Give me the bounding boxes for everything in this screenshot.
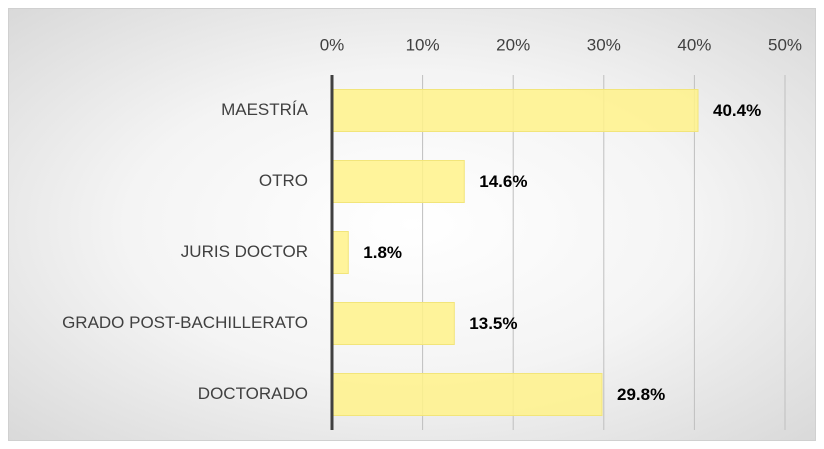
- x-tick-label: 30%: [587, 35, 621, 54]
- bar: [331, 231, 349, 274]
- bar: [331, 302, 455, 345]
- x-tick-label: 50%: [768, 35, 802, 54]
- x-tick-label: 40%: [677, 35, 711, 54]
- data-label: 1.8%: [363, 243, 402, 262]
- bar: [331, 89, 699, 132]
- y-tick-label: JURIS DOCTOR: [181, 242, 308, 261]
- y-tick-label: GRADO POST-BACHILLERATO: [62, 313, 308, 332]
- x-tick-label: 10%: [406, 35, 440, 54]
- bar: [331, 160, 465, 203]
- bar: [331, 373, 603, 416]
- x-tick-label: 20%: [496, 35, 530, 54]
- y-tick-label: MAESTRÍA: [221, 100, 309, 119]
- data-label: 14.6%: [479, 172, 527, 191]
- y-tick-label: DOCTORADO: [198, 384, 308, 403]
- data-label: 40.4%: [713, 101, 761, 120]
- data-label: 29.8%: [617, 385, 665, 404]
- data-label: 13.5%: [469, 314, 517, 333]
- x-tick-label: 0%: [320, 35, 345, 54]
- chart-background: [8, 8, 816, 441]
- y-tick-label: OTRO: [259, 171, 308, 190]
